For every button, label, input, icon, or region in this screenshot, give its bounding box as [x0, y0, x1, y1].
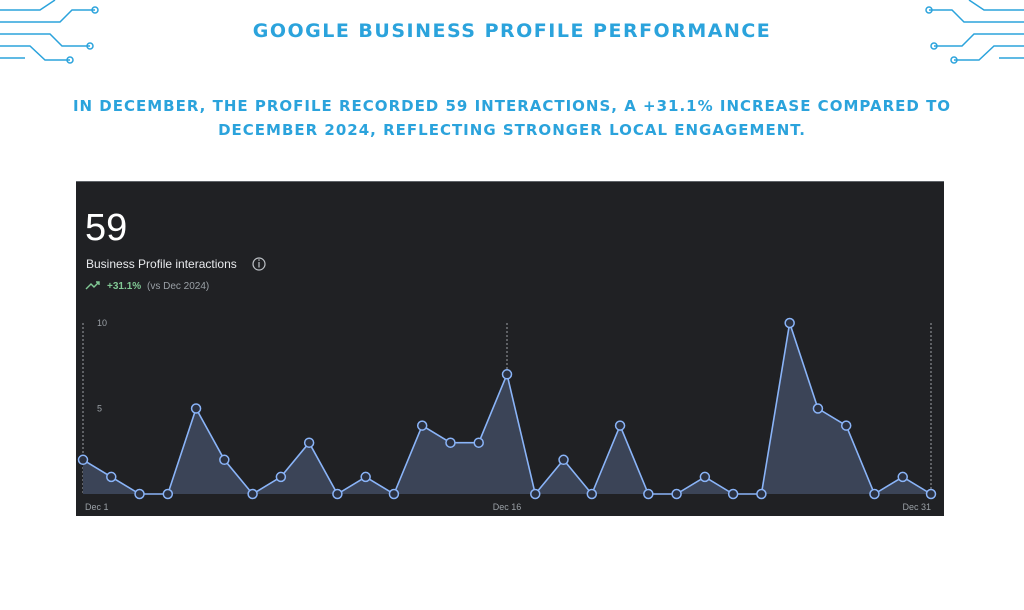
point [727, 488, 739, 500]
point [558, 454, 569, 466]
point [162, 488, 174, 500]
metric-label: Business Profile interactions [86, 257, 237, 271]
circuit-decoration [0, 0, 1024, 64]
point [303, 437, 315, 448]
point [247, 488, 258, 500]
point [530, 488, 541, 500]
info-icon[interactable] [252, 257, 266, 271]
trend-icon [85, 281, 100, 290]
point [190, 403, 202, 414]
point [332, 488, 343, 500]
point [812, 403, 824, 414]
point [360, 471, 371, 483]
x-tick-label: Dec 1 [85, 502, 109, 512]
point [614, 420, 626, 431]
area [83, 323, 931, 494]
point [473, 437, 484, 448]
point [671, 488, 682, 500]
page-subtitle: IN DECEMBER, THE PROFILE RECORDED 59 INT… [72, 97, 952, 139]
point [869, 488, 880, 500]
point [643, 488, 654, 500]
point [897, 471, 908, 483]
point [134, 488, 145, 500]
point [784, 317, 795, 329]
page-title: GOOGLE BUSINESS PROFILE PERFORMANCE [252, 20, 772, 42]
point [219, 454, 230, 466]
total-value: 59 [85, 207, 127, 249]
x-tick-label: Dec 16 [493, 502, 522, 512]
point [925, 488, 937, 500]
point [501, 369, 513, 380]
point [756, 488, 767, 500]
point [840, 420, 852, 431]
point [106, 471, 117, 483]
y-tick-label: 10 [97, 318, 107, 328]
y-tick-label: 5 [97, 404, 102, 414]
point [416, 420, 428, 431]
change: +31.1% [107, 281, 141, 292]
x-tick-label: Dec 31 [902, 502, 931, 512]
point [388, 488, 400, 500]
point [586, 488, 598, 500]
point [699, 471, 711, 483]
point [445, 437, 456, 448]
comparison: (vs Dec 2024) [147, 281, 209, 292]
point [275, 471, 287, 483]
point [77, 454, 89, 466]
